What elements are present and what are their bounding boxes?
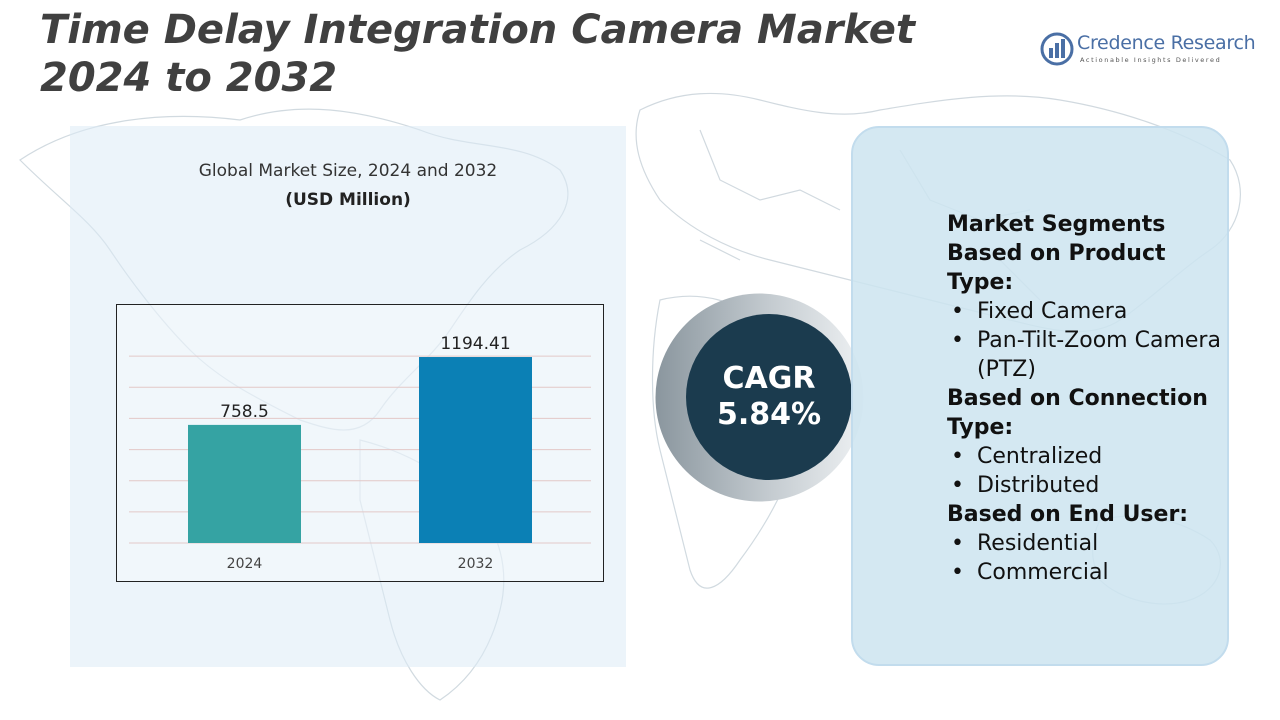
x-tick-label: 2024 (227, 556, 263, 572)
segment-item: Fixed Camera (947, 297, 1237, 326)
logo-icon (1040, 32, 1074, 66)
cagr-value: 5.84% (716, 397, 822, 432)
chart-panel: Global Market Size, 2024 and 2032 (USD M… (70, 126, 626, 667)
segment-item: Residential (947, 529, 1237, 558)
brand-logo: Credence Research Actionable Insights De… (1040, 30, 1256, 70)
logo-tagline: Actionable Insights Delivered (1080, 56, 1222, 64)
data-label: 1194.41 (440, 334, 510, 354)
bar-chart: 758.5 2024 1194.41 2032 (129, 334, 591, 572)
chart-title: Global Market Size, 2024 and 2032 (198, 161, 498, 181)
segment-item: Commercial (947, 558, 1237, 587)
bar (419, 357, 532, 543)
chart-subtitle: (USD Million) (285, 190, 411, 210)
bar (188, 424, 301, 543)
cagr-badge: CAGR 5.84% (686, 314, 852, 480)
page-title: Time Delay Integration Camera Market 202… (40, 7, 915, 101)
segment-group-title: Based on Product Type: (947, 241, 1166, 295)
segment-item: Centralized (947, 442, 1237, 471)
data-label: 758.5 (220, 402, 269, 422)
segment-group-title: Based on Connection Type: (947, 386, 1208, 440)
segment-item: Distributed (947, 471, 1237, 500)
chart-frame: 758.5 2024 1194.41 2032 (116, 304, 604, 582)
segments-heading: Market Segments (947, 212, 1166, 237)
segments-list: Market Segments Based on Product Type: F… (947, 210, 1237, 587)
x-tick-label: 2032 (458, 556, 494, 572)
segment-group-title: Based on End User: (947, 502, 1189, 527)
segment-item: Pan-Tilt-Zoom Camera (PTZ) (947, 326, 1237, 384)
logo-name: Credence Research (1077, 32, 1256, 54)
cagr-label: CAGR (722, 361, 816, 396)
